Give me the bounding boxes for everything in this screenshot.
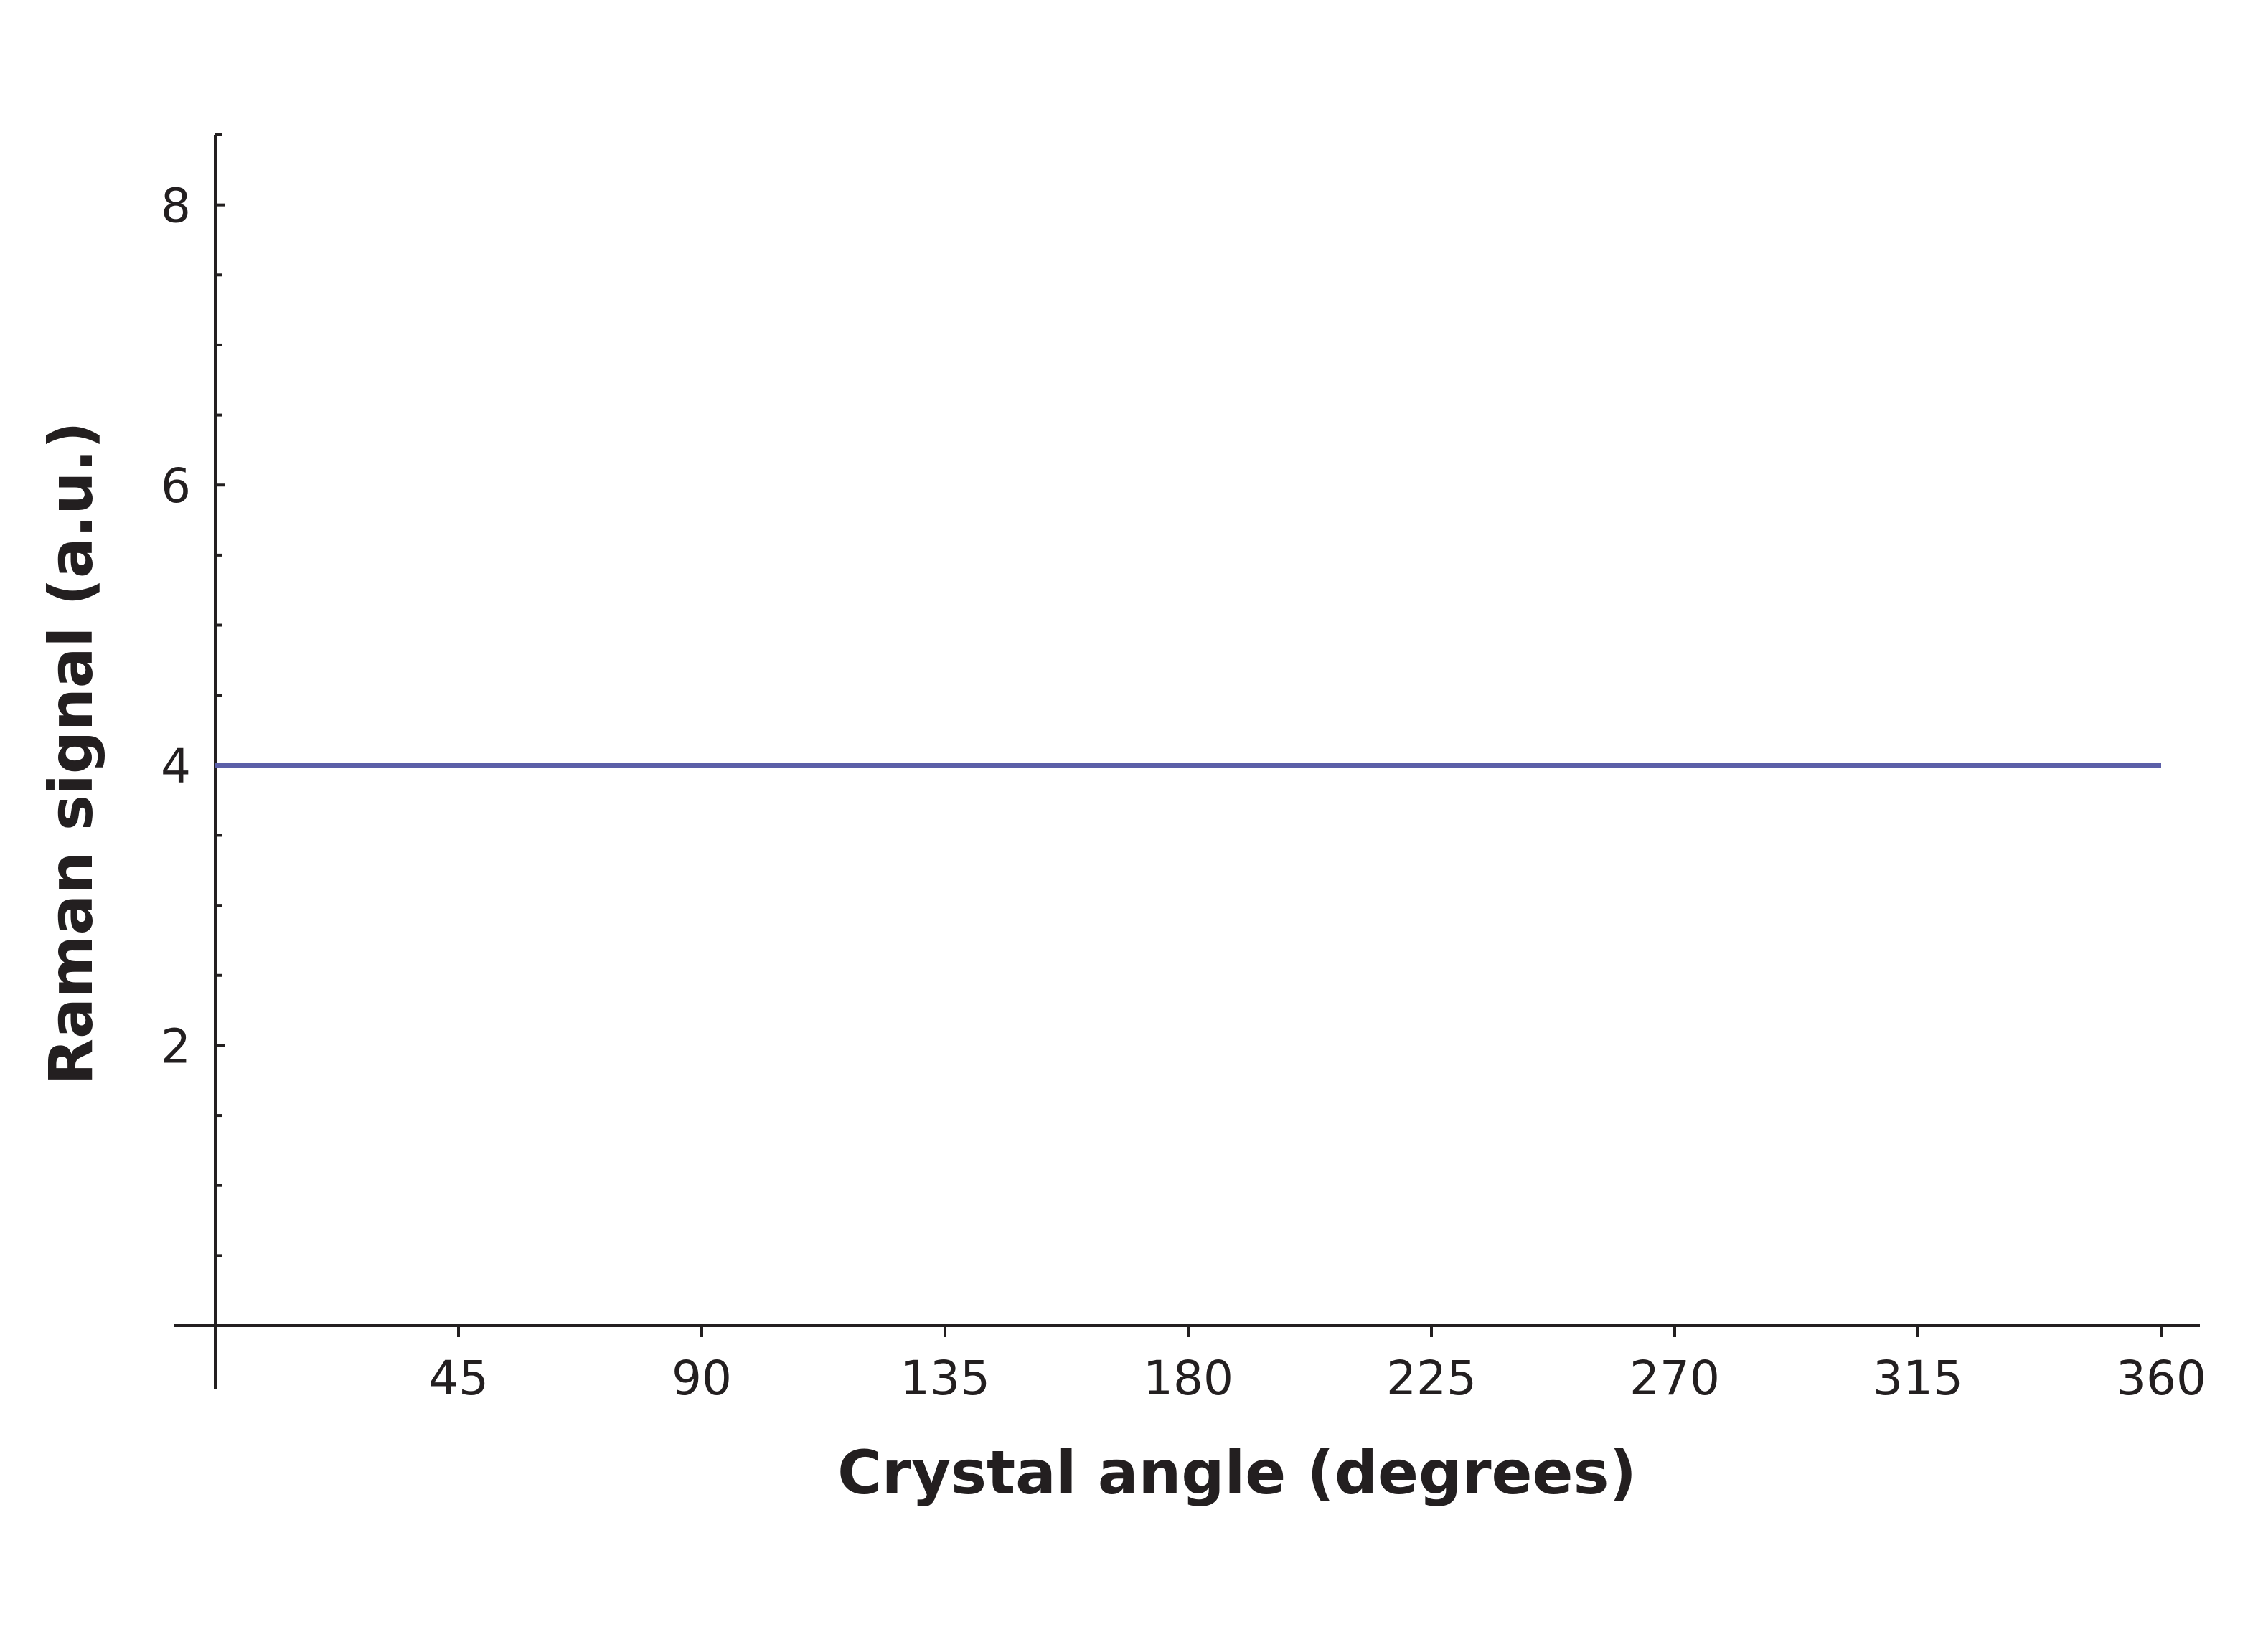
x-tick-label: 270: [1629, 1351, 1720, 1406]
x-tick-label: 135: [900, 1351, 990, 1406]
x-tick-label: 360: [2116, 1351, 2206, 1406]
y-tick-label: 8: [161, 179, 191, 234]
y-tick-label: 4: [161, 739, 191, 794]
y-tick-label: 6: [161, 458, 191, 514]
x-tick-label: 180: [1143, 1351, 1233, 1406]
x-axis-title: Crystal angle (degrees): [837, 1438, 1637, 1508]
x-tick-label: 225: [1386, 1351, 1477, 1406]
y-ticks: 2 4 6 8: [161, 133, 225, 1257]
x-tick-label: 90: [672, 1351, 732, 1406]
x-tick-label: 315: [1873, 1351, 1963, 1406]
axes: [174, 135, 2200, 1389]
y-tick-label: 2: [161, 1019, 191, 1074]
x-ticks: 45 90 135 180 225 270 315 360: [428, 1326, 2206, 1406]
y-axis-title: Raman signal (a.u.): [36, 421, 106, 1085]
x-tick-label: 45: [428, 1351, 489, 1406]
